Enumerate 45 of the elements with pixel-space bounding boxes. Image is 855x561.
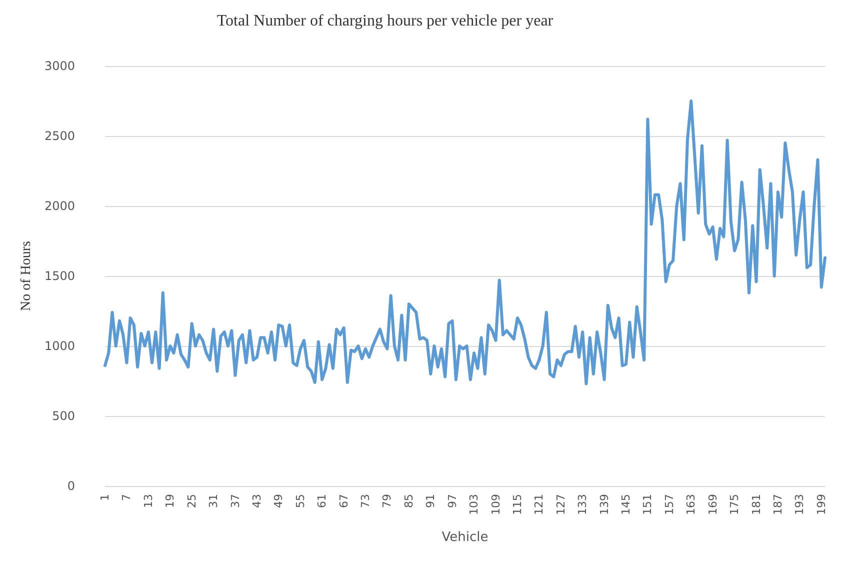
x-tick-label: 175 [728,494,742,515]
x-tick-label: 163 [684,494,698,515]
y-tick-label: 500 [52,409,75,423]
x-axis-title: Vehicle [442,530,488,545]
x-tick-label: 25 [185,494,198,508]
y-tick-label: 1500 [44,269,75,283]
x-tick-label: 169 [706,494,720,515]
y-tick-label: 1000 [44,339,75,353]
line-series [104,100,826,386]
x-tick-label: 91 [424,494,438,508]
x-tick-label: 7 [120,494,134,501]
x-tick-label: 103 [468,494,481,515]
x-tick-label: 85 [402,494,416,508]
x-tick-label: 187 [771,494,784,515]
x-tick-label: 193 [793,494,806,515]
x-tick-label: 55 [294,494,307,508]
x-tick-label: 109 [489,494,502,515]
x-tick-label: 73 [359,494,372,508]
x-tick-label: 79 [380,494,394,508]
x-tick-label: 181 [750,494,763,515]
x-tick-label: 43 [250,494,264,508]
x-tick-label: 139 [598,494,611,515]
y-tick-label: 2000 [44,199,75,213]
x-tick-label: 133 [576,494,590,515]
y-tick-label: 3000 [44,59,75,73]
x-tick-label: 157 [662,494,676,515]
chart-title: Total Number of charging hours per vehicle per year [216,12,554,30]
x-tick-label: 49 [272,494,286,508]
x-tick-label: 151 [641,494,654,515]
x-tick-label: 127 [554,494,568,515]
x-tick-label: 13 [142,494,155,508]
y-axis-title: No of Hours [19,241,34,311]
x-tick-label: 97 [446,494,459,508]
x-tick-label: 37 [228,494,242,508]
x-tick-label: 67 [337,494,350,508]
x-tick-label: 199 [814,494,828,515]
x-tick-label: 145 [620,494,633,515]
x-tick-label: 115 [510,494,524,515]
y-tick-label: 0 [67,479,75,493]
x-tick-label: 1 [98,494,112,501]
y-tick-label: 2500 [44,129,75,143]
x-tick-label: 61 [316,494,329,508]
x-tick-label: 121 [532,494,546,515]
x-tick-label: 19 [164,494,177,508]
x-tick-label: 31 [207,494,220,508]
